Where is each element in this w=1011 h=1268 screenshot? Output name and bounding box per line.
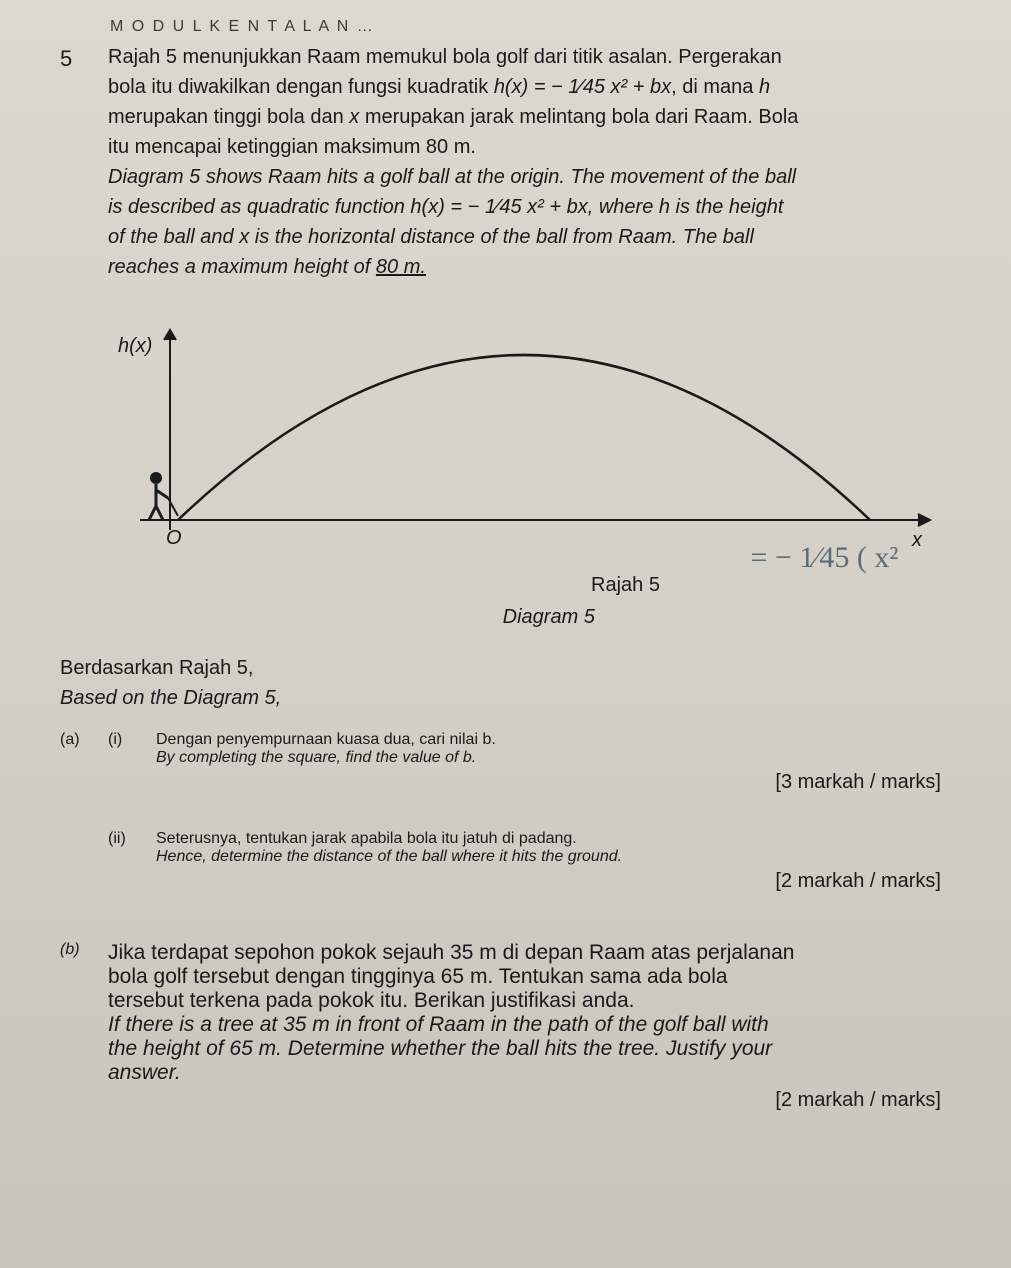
stem-ms-xvar: x [349,106,359,128]
part-a-ii: (ii) Seterusnya, tentukan jarak apabila … [60,830,971,893]
stem-en-line4: reaches a maximum height of 80 m. [108,252,971,282]
stem-ms-line3a: merupakan tinggi bola dan [108,106,349,128]
stem-ms-hvar: h [759,76,770,98]
stem-ms-line2a: bola itu diwakilkan dengan fungsi kuadra… [108,76,494,98]
question-5: 5 Rajah 5 menunjukkan Raam memukul bola … [60,42,971,282]
b-ms-l2: bola golf tersebut dengan tingginya 65 m… [108,965,971,989]
svg-text:h(x): h(x) [118,335,152,357]
diagram-caption: Rajah 5 Diagram 5 = − 1⁄45 ( x² [280,574,971,629]
part-a-label-blank [60,830,108,893]
based-ms: Berdasarkan Rajah 5, [60,653,971,683]
stem-ms-function: h(x) = − 1⁄45 x² + bx [494,76,671,98]
caption-ms: Rajah 5 [591,574,660,596]
b-en-l1: If there is a tree at 35 m in front of R… [108,1013,971,1037]
part-a-i-text: Dengan penyempurnaan kuasa dua, cari nil… [156,731,971,794]
caption-en: Diagram 5 [503,606,595,628]
sub-ii-label: (ii) [108,830,156,893]
a-i-en: By completing the square, find the value… [156,749,971,767]
question-stem: Rajah 5 menunjukkan Raam memukul bola go… [108,42,971,282]
stem-ms-line2: bola itu diwakilkan dengan fungsi kuadra… [108,72,971,102]
part-b: (b) Jika terdapat sepohon pokok sejauh 3… [60,941,971,1112]
svg-text:x: x [911,529,923,551]
b-en-l3: answer. [108,1061,971,1085]
part-a-i: (a) (i) Dengan penyempurnaan kuasa dua, … [60,731,971,794]
marks-b: [2 markah / marks] [108,1089,971,1112]
b-en-l2: the height of 65 m. Determine whether th… [108,1037,971,1061]
a-ii-ms: Seterusnya, tentukan jarak apabila bola … [156,830,971,848]
stem-en-function: h(x) = − 1⁄45 x² + bx [410,196,587,218]
a-i-ms: Dengan penyempurnaan kuasa dua, cari nil… [156,731,971,749]
page-header-fragment: M O D U L K E N T A L A N … [110,18,971,36]
a-ii-en: Hence, determine the distance of the bal… [156,848,971,866]
based-on: Berdasarkan Rajah 5, Based on the Diagra… [60,653,971,713]
stem-en-line3: of the ball and x is the horizontal dist… [108,222,971,252]
trajectory-diagram: h(x) Ox [80,310,940,570]
stem-en-80m: 80 m. [376,256,426,278]
stem-ms-line1: Rajah 5 menunjukkan Raam memukul bola go… [108,42,971,72]
stem-en-line2a: is described as quadratic function [108,196,410,218]
stem-en-line2b: , where h is the height [588,196,784,218]
stem-ms-line3: merupakan tinggi bola dan x merupakan ja… [108,102,971,132]
stem-en-line1: Diagram 5 shows Raam hits a golf ball at… [108,162,971,192]
exam-page: M O D U L K E N T A L A N … 5 Rajah 5 me… [0,0,1011,1268]
stem-ms-line2b: , di mana [671,76,759,98]
sub-i-label: (i) [108,731,156,794]
svg-text:O: O [166,527,182,549]
part-b-label: (b) [60,941,108,1112]
stem-en-line4a: reaches a maximum height of [108,256,376,278]
based-en: Based on the Diagram 5, [60,683,971,713]
part-a-label: (a) [60,731,108,794]
b-ms-l3: tersebut terkena pada pokok itu. Berikan… [108,989,971,1013]
part-a-ii-text: Seterusnya, tentukan jarak apabila bola … [156,830,971,893]
b-ms-l1: Jika terdapat sepohon pokok sejauh 35 m … [108,941,971,965]
stem-ms-line4: itu mencapai ketinggian maksimum 80 m. [108,132,971,162]
stem-ms-line3b: merupakan jarak melintang bola dari Raam… [359,106,798,128]
stem-en-line2: is described as quadratic function h(x) … [108,192,971,222]
marks-a-ii: [2 markah / marks] [156,870,971,893]
marks-a-i: [3 markah / marks] [156,771,971,794]
question-number: 5 [60,42,108,75]
part-b-text: Jika terdapat sepohon pokok sejauh 35 m … [108,941,971,1112]
